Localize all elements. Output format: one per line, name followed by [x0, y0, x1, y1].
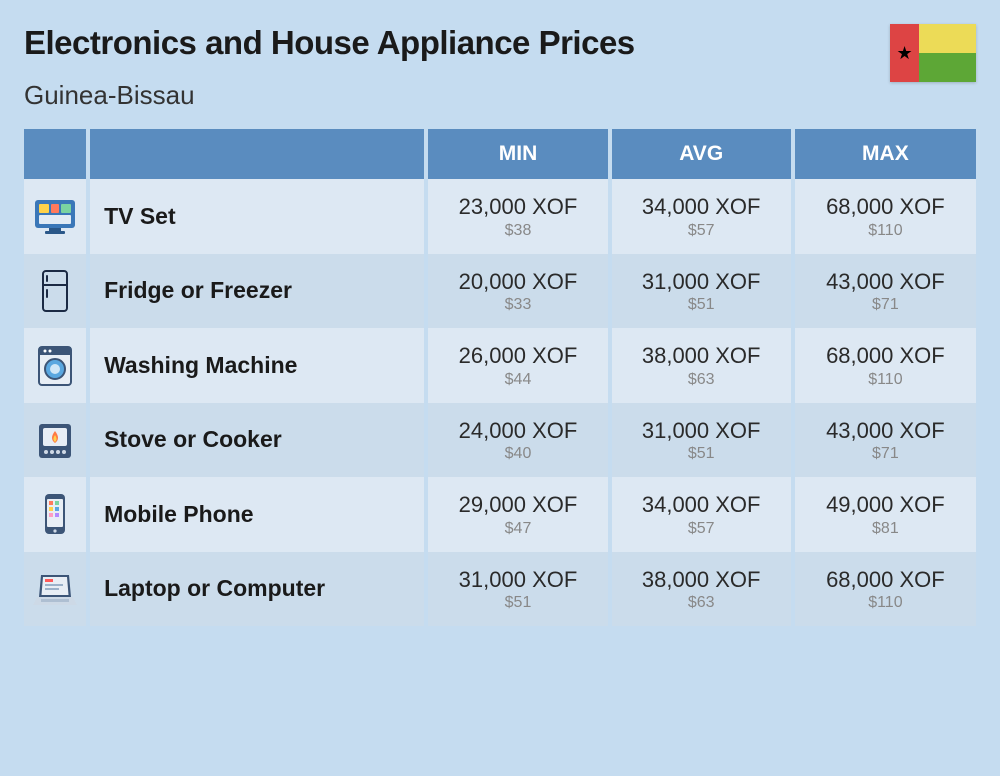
col-min: MIN — [426, 129, 609, 179]
price-usd: $40 — [436, 445, 599, 463]
price-usd: $71 — [803, 445, 968, 463]
col-name — [88, 129, 426, 179]
price-usd: $51 — [620, 296, 783, 314]
price-usd: $57 — [620, 222, 783, 240]
table-row: TV Set23,000 XOF$3834,000 XOF$5768,000 X… — [24, 179, 976, 254]
price-min: 23,000 XOF$38 — [426, 179, 609, 254]
stove-icon — [24, 403, 88, 478]
table-row: Mobile Phone29,000 XOF$4734,000 XOF$5749… — [24, 477, 976, 552]
price-min: 29,000 XOF$47 — [426, 477, 609, 552]
price-xof: 43,000 XOF — [803, 268, 968, 296]
price-usd: $63 — [620, 594, 783, 612]
price-avg: 38,000 XOF$63 — [610, 552, 793, 627]
price-min: 31,000 XOF$51 — [426, 552, 609, 627]
price-avg: 38,000 XOF$63 — [610, 328, 793, 403]
price-usd: $51 — [436, 594, 599, 612]
price-xof: 38,000 XOF — [620, 566, 783, 594]
price-xof: 23,000 XOF — [436, 193, 599, 221]
price-max: 68,000 XOF$110 — [793, 328, 976, 403]
price-max: 43,000 XOF$71 — [793, 403, 976, 478]
price-avg: 34,000 XOF$57 — [610, 477, 793, 552]
page-title: Electronics and House Appliance Prices — [24, 24, 635, 62]
col-icon — [24, 129, 88, 179]
price-xof: 34,000 XOF — [620, 193, 783, 221]
price-xof: 29,000 XOF — [436, 491, 599, 519]
price-avg: 34,000 XOF$57 — [610, 179, 793, 254]
price-usd: $57 — [620, 520, 783, 538]
phone-icon — [24, 477, 88, 552]
price-xof: 38,000 XOF — [620, 342, 783, 370]
item-name: Mobile Phone — [88, 477, 426, 552]
price-xof: 31,000 XOF — [436, 566, 599, 594]
price-min: 26,000 XOF$44 — [426, 328, 609, 403]
price-max: 49,000 XOF$81 — [793, 477, 976, 552]
tv-icon — [24, 179, 88, 254]
price-xof: 20,000 XOF — [436, 268, 599, 296]
price-xof: 26,000 XOF — [436, 342, 599, 370]
col-max: MAX — [793, 129, 976, 179]
price-avg: 31,000 XOF$51 — [610, 254, 793, 329]
price-xof: 68,000 XOF — [803, 566, 968, 594]
table-header-row: MIN AVG MAX — [24, 129, 976, 179]
price-usd: $71 — [803, 296, 968, 314]
price-usd: $51 — [620, 445, 783, 463]
price-xof: 31,000 XOF — [620, 417, 783, 445]
table-row: Washing Machine26,000 XOF$4438,000 XOF$6… — [24, 328, 976, 403]
price-xof: 43,000 XOF — [803, 417, 968, 445]
price-xof: 34,000 XOF — [620, 491, 783, 519]
flag-star-icon: ★ — [897, 43, 913, 64]
price-min: 24,000 XOF$40 — [426, 403, 609, 478]
flag-guinea-bissau: ★ — [890, 24, 976, 82]
price-xof: 68,000 XOF — [803, 342, 968, 370]
item-name: Stove or Cooker — [88, 403, 426, 478]
laptop-icon — [24, 552, 88, 627]
price-usd: $110 — [803, 222, 968, 240]
price-xof: 49,000 XOF — [803, 491, 968, 519]
price-xof: 24,000 XOF — [436, 417, 599, 445]
table-row: Stove or Cooker24,000 XOF$4031,000 XOF$5… — [24, 403, 976, 478]
item-name: Fridge or Freezer — [88, 254, 426, 329]
price-min: 20,000 XOF$33 — [426, 254, 609, 329]
item-name: Laptop or Computer — [88, 552, 426, 627]
fridge-icon — [24, 254, 88, 329]
price-xof: 68,000 XOF — [803, 193, 968, 221]
table-row: Laptop or Computer31,000 XOF$5138,000 XO… — [24, 552, 976, 627]
price-usd: $47 — [436, 520, 599, 538]
price-usd: $81 — [803, 520, 968, 538]
price-usd: $38 — [436, 222, 599, 240]
price-max: 68,000 XOF$110 — [793, 552, 976, 627]
price-avg: 31,000 XOF$51 — [610, 403, 793, 478]
col-avg: AVG — [610, 129, 793, 179]
price-usd: $44 — [436, 371, 599, 389]
page-subtitle: Guinea-Bissau — [24, 80, 635, 111]
washer-icon — [24, 328, 88, 403]
price-usd: $33 — [436, 296, 599, 314]
price-usd: $63 — [620, 371, 783, 389]
price-max: 43,000 XOF$71 — [793, 254, 976, 329]
price-usd: $110 — [803, 594, 968, 612]
price-table: MIN AVG MAX TV Set23,000 XOF$3834,000 XO… — [24, 129, 976, 626]
item-name: TV Set — [88, 179, 426, 254]
price-xof: 31,000 XOF — [620, 268, 783, 296]
price-usd: $110 — [803, 371, 968, 389]
table-row: Fridge or Freezer20,000 XOF$3331,000 XOF… — [24, 254, 976, 329]
price-max: 68,000 XOF$110 — [793, 179, 976, 254]
item-name: Washing Machine — [88, 328, 426, 403]
